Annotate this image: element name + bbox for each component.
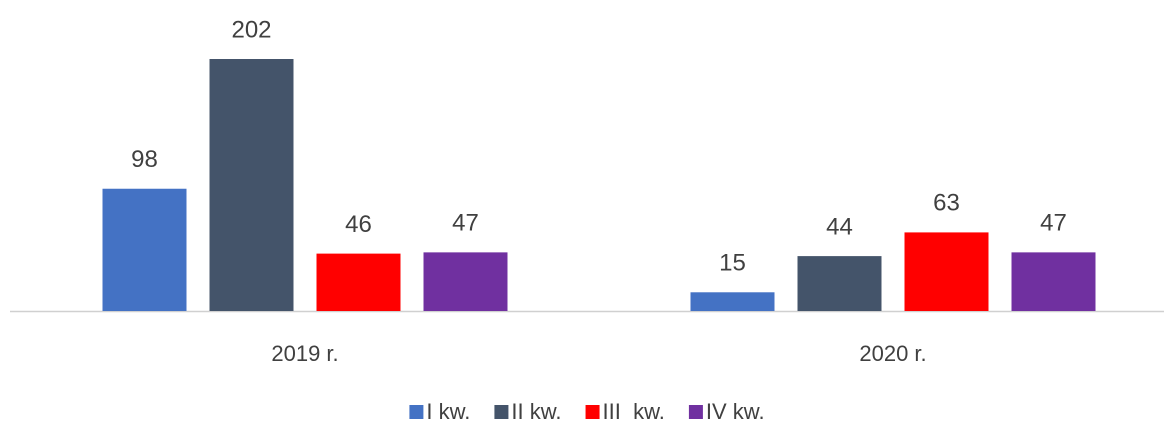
data-label: 63 <box>933 190 960 217</box>
bar <box>797 256 882 311</box>
x-tick-label: 2020 r. <box>859 341 926 366</box>
data-label: 47 <box>1040 210 1067 237</box>
bar <box>102 188 187 311</box>
data-label: 47 <box>452 210 479 237</box>
legend-label: II kw. <box>511 399 561 424</box>
legend-swatch <box>409 405 424 419</box>
bar <box>690 292 775 311</box>
legend-swatch <box>688 405 703 419</box>
legend-label: III kw. <box>603 399 665 424</box>
bar <box>209 59 294 311</box>
data-label: 15 <box>719 250 746 277</box>
legend-swatch <box>585 405 600 419</box>
x-tick-label: 2019 r. <box>271 341 338 366</box>
data-label: 202 <box>231 16 271 43</box>
legend-swatch <box>494 405 509 419</box>
legend-label: I kw. <box>426 399 470 424</box>
bar <box>1011 252 1096 311</box>
legend-label: IV kw. <box>706 399 765 424</box>
data-label: 44 <box>826 213 853 240</box>
bar <box>423 252 508 311</box>
data-label: 46 <box>345 211 372 238</box>
data-label: 98 <box>131 146 158 173</box>
bar <box>316 253 401 311</box>
bar <box>904 232 989 311</box>
